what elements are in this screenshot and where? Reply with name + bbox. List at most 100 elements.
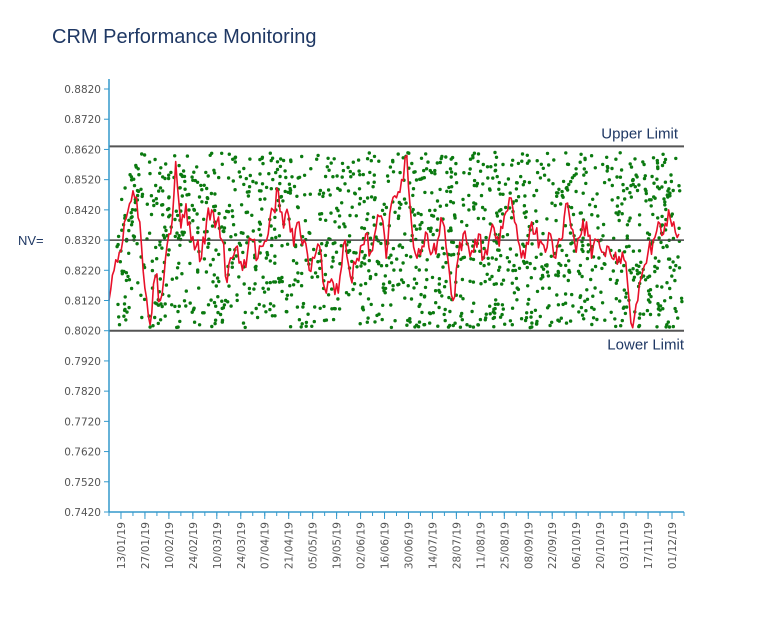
- scatter-point: [337, 307, 342, 311]
- scatter-point: [605, 169, 609, 173]
- scatter-point: [444, 279, 448, 284]
- scatter-point: [523, 318, 528, 323]
- scatter-point: [440, 294, 444, 298]
- scatter-point: [214, 248, 218, 252]
- scatter-point: [628, 268, 632, 272]
- scatter-point: [136, 281, 140, 285]
- scatter-point: [672, 268, 676, 272]
- scatter-point: [115, 244, 119, 249]
- scatter-point: [505, 233, 510, 237]
- y-tick-label: 0.8520: [64, 175, 101, 187]
- scatter-point: [368, 170, 372, 175]
- scatter-point: [326, 156, 330, 160]
- scatter-point: [255, 315, 260, 320]
- scatter-point: [352, 282, 357, 286]
- scatter-point: [578, 294, 583, 298]
- scatter-point: [488, 312, 492, 316]
- scatter-point: [576, 269, 581, 273]
- scatter-point: [487, 187, 492, 191]
- scatter-point: [472, 301, 476, 305]
- scatter-point: [671, 260, 675, 264]
- scatter-point: [653, 196, 657, 200]
- scatter-point: [212, 171, 217, 175]
- scatter-point: [668, 194, 672, 198]
- scatter-point: [127, 218, 131, 222]
- scatter-point: [534, 209, 538, 213]
- scatter-point: [591, 197, 595, 201]
- scatter-point: [422, 168, 426, 173]
- scatter-point: [646, 289, 651, 293]
- scatter-point: [381, 303, 385, 307]
- scatter-point: [247, 185, 252, 189]
- scatter-point: [265, 281, 269, 285]
- scatter-point: [478, 249, 482, 253]
- scatter-point: [135, 242, 139, 246]
- scatter-point: [301, 301, 306, 306]
- scatter-point: [330, 307, 334, 311]
- scatter-point: [550, 320, 554, 324]
- scatter-point: [496, 248, 500, 252]
- scatter-point: [357, 187, 362, 191]
- scatter-point: [197, 286, 201, 290]
- scatter-point: [220, 151, 224, 155]
- scatter-point: [488, 304, 492, 308]
- scatter-point: [162, 236, 167, 240]
- scatter-point: [301, 305, 305, 309]
- scatter-point: [325, 165, 329, 169]
- scatter-point: [391, 284, 395, 288]
- x-tick-label: 27/01/19: [140, 522, 152, 569]
- scatter-point: [329, 211, 333, 215]
- scatter-point: [192, 306, 196, 310]
- scatter-point: [613, 317, 617, 321]
- scatter-point: [285, 293, 290, 297]
- scatter-point: [574, 167, 578, 171]
- scatter-point: [555, 293, 559, 297]
- scatter-point: [137, 173, 141, 177]
- scatter-point: [507, 260, 512, 264]
- scatter-point: [328, 193, 332, 197]
- scatter-point: [150, 259, 154, 263]
- scatter-point: [120, 228, 124, 232]
- scatter-point: [273, 215, 277, 220]
- scatter-point: [643, 278, 648, 282]
- scatter-point: [202, 217, 206, 221]
- scatter-point: [207, 241, 211, 246]
- scatter-point: [468, 167, 472, 171]
- scatter-point: [359, 264, 363, 268]
- scatter-point: [243, 325, 247, 330]
- scatter-point: [484, 316, 488, 320]
- scatter-point: [178, 243, 182, 247]
- scatter-point: [622, 263, 626, 268]
- scatter-point: [130, 208, 135, 212]
- scatter-point: [547, 163, 551, 167]
- scatter-point: [191, 178, 195, 182]
- scatter-point: [501, 235, 505, 239]
- scatter-point: [669, 173, 673, 177]
- scatter-point: [585, 288, 589, 292]
- scatter-point: [563, 224, 568, 228]
- scatter-point: [288, 325, 293, 329]
- scatter-point: [653, 256, 658, 260]
- scatter-point: [417, 320, 422, 324]
- x-tick-label: 21/04/19: [284, 522, 296, 569]
- scatter-point: [223, 216, 227, 220]
- scatter-point: [648, 300, 652, 304]
- scatter-point: [614, 324, 618, 329]
- scatter-point: [173, 304, 177, 309]
- scatter-point: [469, 257, 473, 261]
- scatter-point: [288, 284, 292, 288]
- scatter-point: [385, 174, 390, 178]
- scatter-point: [479, 282, 483, 286]
- scatter-point: [414, 323, 419, 327]
- scatter-point: [269, 187, 273, 191]
- scatter-point: [516, 287, 521, 292]
- scatter-point: [398, 268, 403, 272]
- scatter-point: [489, 165, 493, 169]
- scatter-point: [124, 278, 129, 283]
- scatter-point: [280, 279, 284, 284]
- scatter-point: [660, 185, 664, 189]
- scatter-point: [555, 194, 559, 198]
- scatter-point: [414, 227, 419, 231]
- scatter-point: [550, 201, 554, 205]
- scatter-point: [528, 261, 532, 266]
